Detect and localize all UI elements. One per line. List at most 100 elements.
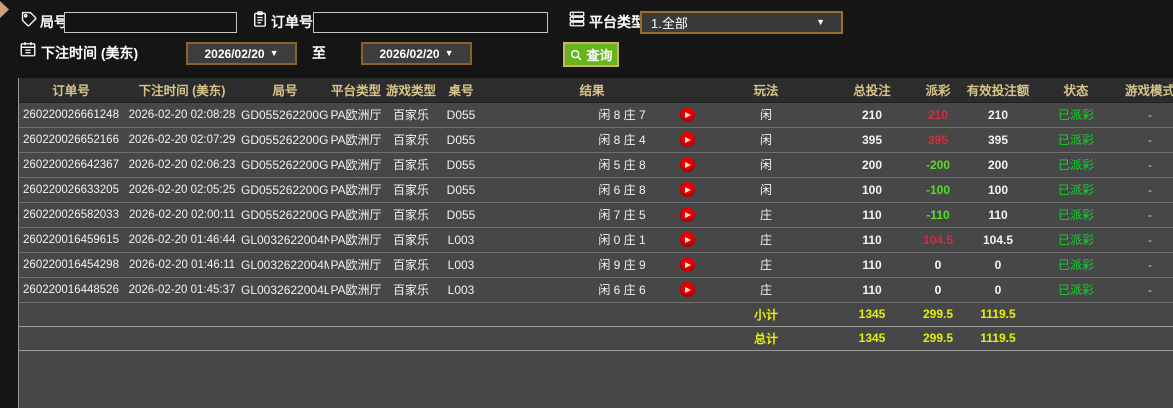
result-text: 闲 8 庄 4 xyxy=(598,133,646,147)
search-button-label: 查询 xyxy=(586,48,613,63)
cell-game-type: 百家乐 xyxy=(383,202,439,228)
play-icon xyxy=(685,136,691,143)
cell-round-no: GL0032622004M xyxy=(241,252,329,278)
cell-result: 闲 6 庄 8 xyxy=(483,177,701,203)
play-video-button[interactable] xyxy=(680,182,695,197)
cell-game-type: 百家乐 xyxy=(383,177,439,203)
play-video-button[interactable] xyxy=(680,282,695,297)
grand-total-row: 总计 1345 299.5 1119.5 xyxy=(19,326,1173,351)
cell-game-mode: - xyxy=(1119,152,1173,178)
table-row: 260220016454298 2026-02-20 01:46:11 GL00… xyxy=(19,252,1173,278)
cell-result: 闲 0 庄 1 xyxy=(483,227,701,253)
header-total-bet: 总投注 xyxy=(831,78,913,103)
cell-table-no: D055 xyxy=(439,102,483,128)
payout-value: 0 xyxy=(934,257,942,272)
play-video-button[interactable] xyxy=(680,207,695,222)
cell-bet-time: 2026-02-20 02:05:25 xyxy=(123,177,241,203)
cell-status: 已派彩 xyxy=(1033,202,1119,228)
table-row: 260220026642367 2026-02-20 02:06:23 GD05… xyxy=(19,152,1173,178)
cell-payout: 395 xyxy=(913,127,963,153)
cell-payout: 0 xyxy=(913,252,963,278)
platform-type-select[interactable]: 1.全部 ▼ xyxy=(640,11,843,34)
header-game-type: 游戏类型 xyxy=(383,78,439,103)
play-icon xyxy=(685,286,691,293)
payout-value: -200 xyxy=(925,157,951,172)
cell-bet-time: 2026-02-20 01:46:11 xyxy=(123,252,241,278)
cell-result: 闲 9 庄 9 xyxy=(483,252,701,278)
header-valid-bet: 有效投注额 xyxy=(963,78,1033,103)
cell-platform: PA欧洲厅 xyxy=(329,152,383,178)
cell-table-no: D055 xyxy=(439,152,483,178)
cell-game-mode: - xyxy=(1119,252,1173,278)
cell-order-no: 260220016448526 xyxy=(19,277,123,303)
cell-table-no: D055 xyxy=(439,202,483,228)
table-row: 260220016459615 2026-02-20 01:46:44 GL00… xyxy=(19,227,1173,253)
date-to-picker[interactable]: 2026/02/20 ▼ xyxy=(361,42,472,65)
grand-total-spacer xyxy=(19,326,701,351)
cell-game-mode: - xyxy=(1119,202,1173,228)
subtotal-valid-bet: 1119.5 xyxy=(963,302,1033,327)
cell-result: 闲 8 庄 4 xyxy=(483,127,701,153)
play-icon xyxy=(685,111,691,118)
cell-play-type: 庄 xyxy=(701,277,831,303)
payout-value: 210 xyxy=(927,107,949,122)
header-bet-time: 下注时间 (美东) xyxy=(123,78,241,103)
cell-status: 已派彩 xyxy=(1033,102,1119,128)
result-text: 闲 8 庄 7 xyxy=(598,108,646,122)
cell-total-bet: 100 xyxy=(831,177,913,203)
result-text: 闲 7 庄 5 xyxy=(598,208,646,222)
header-status: 状态 xyxy=(1033,78,1119,103)
cell-game-type: 百家乐 xyxy=(383,252,439,278)
cell-game-mode: - xyxy=(1119,277,1173,303)
cell-total-bet: 110 xyxy=(831,227,913,253)
table-header-row: 订单号 下注时间 (美东) 局号 平台类型 游戏类型 桌号 结果 玩法 总投注 … xyxy=(19,78,1173,103)
play-video-button[interactable] xyxy=(680,157,695,172)
cell-payout: 0 xyxy=(913,277,963,303)
table-row: 260220016448526 2026-02-20 01:45:37 GL00… xyxy=(19,277,1173,303)
cell-game-type: 百家乐 xyxy=(383,102,439,128)
grand-total-payout: 299.5 xyxy=(913,326,963,351)
cell-status: 已派彩 xyxy=(1033,277,1119,303)
cell-order-no: 260220026582033 xyxy=(19,202,123,228)
play-video-button[interactable] xyxy=(680,257,695,272)
cell-game-mode: - xyxy=(1119,127,1173,153)
cell-play-type: 庄 xyxy=(701,252,831,278)
cell-result: 闲 8 庄 7 xyxy=(483,102,701,128)
cell-platform: PA欧洲厅 xyxy=(329,277,383,303)
cell-platform: PA欧洲厅 xyxy=(329,202,383,228)
result-text: 闲 9 庄 9 xyxy=(598,258,646,272)
cell-game-type: 百家乐 xyxy=(383,227,439,253)
play-video-button[interactable] xyxy=(680,232,695,247)
cell-round-no: GD055262200GK xyxy=(241,127,329,153)
play-video-button[interactable] xyxy=(680,132,695,147)
header-platform: 平台类型 xyxy=(329,78,383,103)
bet-time-label: 下注时间 (美东) xyxy=(41,45,139,61)
cell-total-bet: 395 xyxy=(831,127,913,153)
cell-valid-bet: 104.5 xyxy=(963,227,1033,253)
round-no-input[interactable] xyxy=(64,12,237,33)
cell-game-type: 百家乐 xyxy=(383,277,439,303)
chevron-down-icon: ▼ xyxy=(269,48,279,58)
cell-result: 闲 5 庄 8 xyxy=(483,152,701,178)
cell-order-no: 260220026642367 xyxy=(19,152,123,178)
cell-play-type: 闲 xyxy=(701,177,831,203)
order-no-input[interactable] xyxy=(313,12,548,33)
cell-result: 闲 7 庄 5 xyxy=(483,202,701,228)
table-row: 260220026652166 2026-02-20 02:07:29 GD05… xyxy=(19,127,1173,153)
cell-total-bet: 210 xyxy=(831,102,913,128)
table-row: 260220026582033 2026-02-20 02:00:11 GD05… xyxy=(19,202,1173,228)
search-button[interactable]: 查询 xyxy=(563,42,619,67)
cell-game-mode: - xyxy=(1119,177,1173,203)
cell-platform: PA欧洲厅 xyxy=(329,102,383,128)
cell-total-bet: 110 xyxy=(831,252,913,278)
round-no-label: 局号 xyxy=(40,14,68,30)
play-video-button[interactable] xyxy=(680,107,695,122)
calendar-icon xyxy=(19,40,37,58)
date-from-picker[interactable]: 2026/02/20 ▼ xyxy=(186,42,297,65)
payout-value: 0 xyxy=(934,282,942,297)
cell-bet-time: 2026-02-20 01:45:37 xyxy=(123,277,241,303)
cell-bet-time: 2026-02-20 02:08:28 xyxy=(123,102,241,128)
cell-order-no: 260220016454298 xyxy=(19,252,123,278)
payout-value: -110 xyxy=(926,207,950,222)
cell-payout: -110 xyxy=(913,202,963,228)
